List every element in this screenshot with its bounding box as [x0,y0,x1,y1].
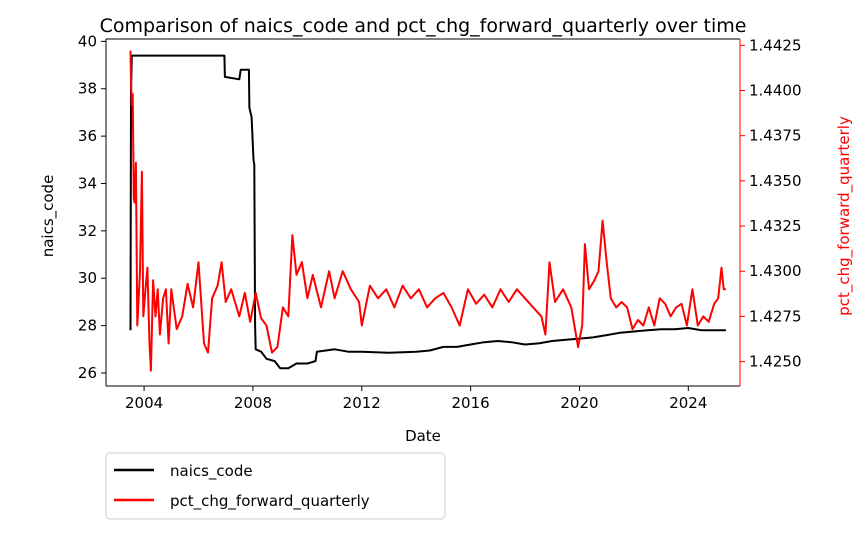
y-right-tick-label: 1.4275 [749,307,802,325]
y-left-tick-label: 28 [78,317,97,335]
series-line-naics-code [129,54,726,370]
y-left-tick-label: 36 [78,127,97,145]
y-right-tick-label: 1.4425 [749,36,802,54]
x-tick-label: 2020 [560,394,598,412]
y-right-tick-label: 1.4325 [749,217,802,235]
y-axis-right: 1.4250 1.4275 1.4300 1.4325 1.4350 1.4375 1.44… [740,36,802,371]
x-axis: 2004 2008 2012 2016 2020 2024 [125,386,707,412]
legend-frame [105,452,446,520]
legend: naics_code pct_chg_forward_quarterly [105,452,446,520]
x-tick-label: 2004 [125,394,163,412]
x-tick-label: 2016 [452,394,490,412]
chart-title: Comparison of naics_code and pct_chg_for… [100,15,747,37]
legend-label-naics-code: naics_code [170,462,253,481]
y-right-tick-label: 1.4350 [749,172,802,190]
x-tick-label: 2024 [669,394,707,412]
y-left-tick-label: 38 [78,80,97,98]
plot-area [105,38,741,387]
y-left-tick-label: 26 [78,364,97,382]
y-axis-left: 26 28 30 32 34 36 38 40 [78,32,106,382]
y-right-tick-label: 1.4375 [749,127,802,145]
y-axis-right-title: pct_chg_forward_quarterly [835,116,854,316]
y-axis-left-title: naics_code [39,175,58,258]
legend-label-pct-chg: pct_chg_forward_quarterly [170,492,370,511]
x-tick-label: 2008 [234,394,272,412]
y-right-tick-label: 1.4250 [749,353,802,371]
x-tick-label: 2012 [343,394,381,412]
x-axis-title: Date [405,427,441,445]
y-left-tick-label: 40 [78,32,97,50]
series-line-pct-chg-forward-quarterly [129,50,726,372]
y-left-tick-label: 30 [78,269,97,287]
y-left-tick-label: 32 [78,222,97,240]
y-right-tick-label: 1.4400 [749,82,802,100]
series-layer [129,50,726,372]
y-right-tick-label: 1.4300 [749,262,802,280]
y-left-tick-label: 34 [78,174,97,192]
